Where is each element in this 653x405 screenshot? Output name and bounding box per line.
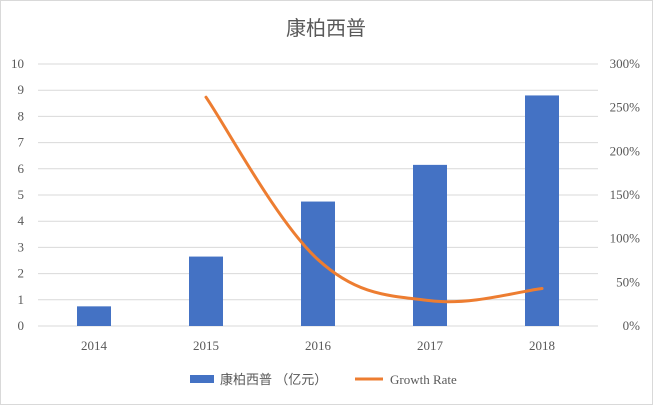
- left-tick-label: 0: [18, 318, 25, 333]
- bar: [301, 201, 335, 326]
- left-tick-label: 9: [18, 82, 25, 97]
- right-tick-label: 100%: [610, 231, 641, 246]
- right-tick-label: 150%: [610, 187, 641, 202]
- legend-swatch-bar: [190, 375, 214, 383]
- left-tick-label: 2: [18, 266, 25, 281]
- left-tick-label: 4: [18, 213, 25, 228]
- right-tick-label: 200%: [610, 143, 641, 158]
- left-tick-label: 6: [18, 161, 25, 176]
- left-tick-label: 8: [18, 108, 25, 123]
- right-tick-label: 300%: [610, 56, 641, 71]
- left-tick-label: 10: [11, 56, 24, 71]
- chart-title: 康柏西普: [286, 16, 366, 40]
- right-tick-label: 50%: [616, 274, 640, 289]
- gridlines: [38, 63, 598, 327]
- x-tick-label: 2016: [305, 338, 332, 353]
- growth-rate-line: [204, 95, 544, 304]
- bar: [189, 256, 223, 326]
- right-tick-label: 0%: [623, 318, 641, 333]
- legend-label-line: Growth Rate: [390, 372, 457, 387]
- x-tick-label: 2014: [81, 338, 108, 353]
- legend-label-bar: 康柏西普 （亿元）: [220, 372, 327, 387]
- left-tick-label: 5: [18, 187, 25, 202]
- legend: 康柏西普 （亿元） Growth Rate: [190, 372, 457, 387]
- left-tick-label: 7: [18, 135, 25, 150]
- right-tick-label: 250%: [610, 100, 641, 115]
- x-tick-label: 2018: [529, 338, 555, 353]
- bar: [77, 306, 111, 326]
- left-tick-label: 1: [18, 292, 25, 307]
- left-tick-label: 3: [18, 239, 25, 254]
- x-tick-label: 2017: [417, 338, 444, 353]
- right-axis-ticks: 0% 50% 100% 150% 200% 250% 300%: [610, 56, 641, 333]
- x-tick-label: 2015: [193, 338, 219, 353]
- bar-series: [77, 95, 559, 326]
- growth-rate-series: [204, 95, 544, 304]
- left-axis-ticks: 0 1 2 3 4 5 6 7 8 9 10: [11, 56, 25, 333]
- x-axis-ticks: 2014 2015 2016 2017 2018: [81, 338, 555, 353]
